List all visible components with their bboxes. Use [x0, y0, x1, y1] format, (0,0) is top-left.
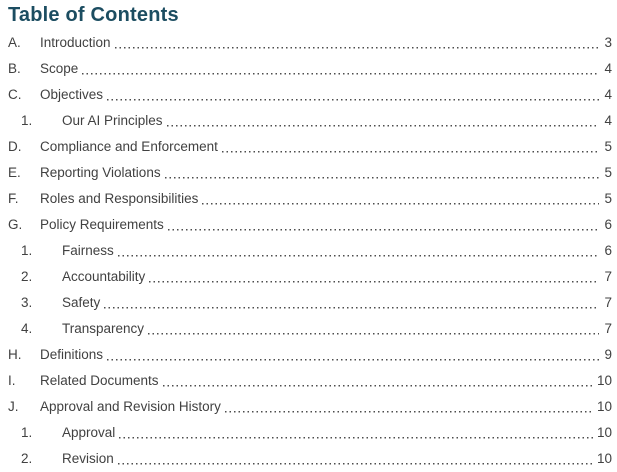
dot-leader	[107, 342, 599, 368]
toc-entry-label: A.	[8, 35, 21, 50]
toc-entry-title[interactable]: Definitions	[40, 347, 104, 362]
toc-entry-page: 7	[604, 321, 612, 336]
toc-entry[interactable]: 1. Our AI Principles 4	[0, 108, 612, 134]
toc-entry-title[interactable]: Introduction	[40, 35, 111, 50]
toc-entry-page: 3	[604, 35, 612, 50]
toc-entry[interactable]: H. Definitions 9	[0, 342, 612, 368]
toc-entry-label: 2.	[21, 269, 33, 284]
toc-entry-label: 1.	[21, 243, 33, 258]
toc-entry-title[interactable]: Approval	[62, 425, 116, 440]
toc-entry-title[interactable]: Fairness	[62, 243, 114, 258]
toc-entry-title[interactable]: Revision	[62, 451, 114, 466]
toc-entry-page: 10	[596, 425, 612, 440]
toc-entry-title[interactable]: Scope	[40, 61, 79, 76]
dot-leader	[148, 316, 599, 342]
toc-entry-title[interactable]: Policy Requirements	[40, 217, 164, 232]
toc-entry[interactable]: A. Introduction 3	[0, 30, 612, 56]
page-title: Table of Contents	[8, 4, 179, 26]
toc-entry-title[interactable]: Roles and Responsibilities	[40, 191, 199, 206]
toc-entry[interactable]: 1. Fairness 6	[0, 238, 612, 264]
dot-leader	[114, 30, 599, 56]
toc-entry-page: 4	[604, 87, 612, 102]
toc-entry-page: 5	[604, 139, 612, 154]
toc-entry-label: D.	[8, 139, 22, 154]
toc-entry[interactable]: 3. Safety 7	[0, 290, 612, 316]
toc-entry-page: 7	[604, 269, 612, 284]
dot-leader	[117, 446, 594, 472]
toc-entry-label: F.	[8, 191, 19, 206]
toc-entry[interactable]: E. Reporting Violations 5	[0, 160, 612, 186]
toc-entry-label: E.	[8, 165, 21, 180]
toc-entry-label: 1.	[21, 425, 33, 440]
toc-entry-page: 9	[604, 347, 612, 362]
toc-entry-title[interactable]: Transparency	[62, 321, 145, 336]
toc-entry-label: G.	[8, 217, 23, 232]
toc-entry-page: 10	[596, 451, 612, 466]
toc-entry-title[interactable]: Our AI Principles	[62, 113, 163, 128]
dot-leader	[104, 290, 599, 316]
toc-entry[interactable]: 2. Accountability 7	[0, 264, 612, 290]
dot-leader	[149, 264, 599, 290]
dot-leader	[82, 56, 599, 82]
toc-entry-label: 3.	[21, 295, 33, 310]
dot-leader	[167, 212, 599, 238]
toc-entry-label: 1.	[21, 113, 33, 128]
toc-entry-label: J.	[8, 399, 19, 414]
toc-entry[interactable]: C. Objectives 4	[0, 82, 612, 108]
toc-entry-page: 5	[604, 165, 612, 180]
toc-entry-page: 4	[604, 61, 612, 76]
toc-entry[interactable]: D. Compliance and Enforcement 5	[0, 134, 612, 160]
toc-entry[interactable]: 1. Approval 10	[0, 420, 612, 446]
dot-leader	[119, 420, 594, 446]
dot-leader	[107, 82, 599, 108]
toc-entry-title[interactable]: Compliance and Enforcement	[40, 139, 218, 154]
toc-entry-title[interactable]: Accountability	[62, 269, 146, 284]
toc-entry-label: C.	[8, 87, 22, 102]
toc-entry-title[interactable]: Safety	[62, 295, 101, 310]
toc-entry-page: 6	[604, 217, 612, 232]
toc-entry-label: B.	[8, 61, 21, 76]
toc-entry-page: 5	[604, 191, 612, 206]
dot-leader	[221, 134, 599, 160]
toc-entry-page: 4	[604, 113, 612, 128]
toc-entry-label: H.	[8, 347, 22, 362]
toc-entry[interactable]: F. Roles and Responsibilities 5	[0, 186, 612, 212]
dot-leader	[117, 238, 599, 264]
toc-entry[interactable]: 2. Revision 10	[0, 446, 612, 472]
dot-leader	[224, 394, 594, 420]
toc-entry[interactable]: J. Approval and Revision History 10	[0, 394, 612, 420]
dot-leader	[162, 368, 594, 394]
toc-entry[interactable]: 4. Transparency 7	[0, 316, 612, 342]
toc-entry[interactable]: I. Related Documents 10	[0, 368, 612, 394]
toc-entry-label: I.	[8, 373, 16, 388]
toc-entry-page: 7	[604, 295, 612, 310]
toc-entry-page: 6	[604, 243, 612, 258]
toc-entry-title[interactable]: Related Documents	[40, 373, 159, 388]
toc-entry-label: 2.	[21, 451, 33, 466]
toc-entry[interactable]: G. Policy Requirements 6	[0, 212, 612, 238]
toc-entry-title[interactable]: Approval and Revision History	[40, 399, 221, 414]
toc-entry-page: 10	[596, 399, 612, 414]
dot-leader	[166, 108, 599, 134]
toc-entry-label: 4.	[21, 321, 33, 336]
dot-leader	[202, 186, 599, 212]
dot-leader	[164, 160, 599, 186]
toc-list: A. Introduction 3 B. Scope 4 C. Objectiv…	[0, 30, 612, 472]
toc-entry-page: 10	[596, 373, 612, 388]
toc-entry-title[interactable]: Objectives	[40, 87, 104, 102]
toc-entry[interactable]: B. Scope 4	[0, 56, 612, 82]
toc-entry-title[interactable]: Reporting Violations	[40, 165, 161, 180]
